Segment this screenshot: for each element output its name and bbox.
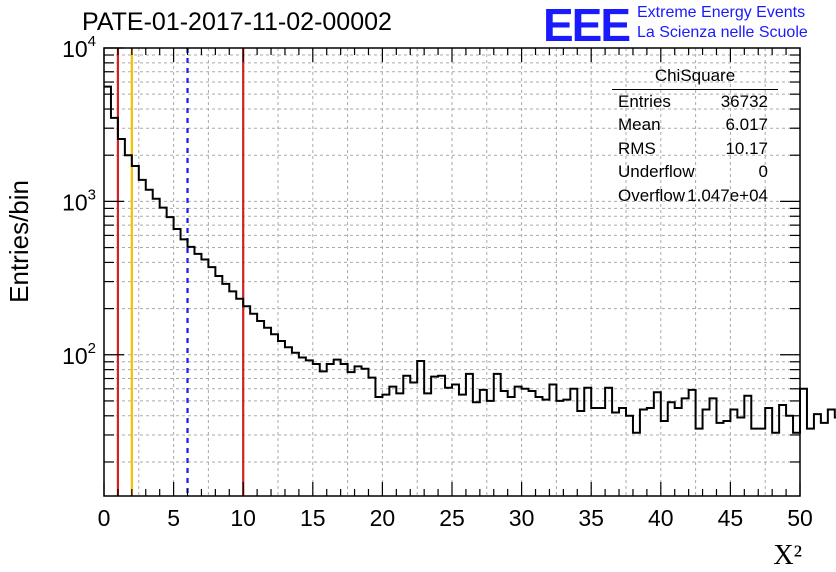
stats-row: RMS 10.17 [612, 137, 778, 160]
chart-title: PATE-01-2017-11-02-00002 [82, 8, 392, 36]
stats-value: 10.17 [725, 138, 768, 158]
x-tick-label: 40 [648, 505, 674, 531]
stats-row: Entries 36732 [612, 90, 778, 113]
x-tick-label: 10 [230, 505, 256, 531]
stats-value: 0 [758, 162, 768, 182]
axis-ticks [103, 47, 801, 496]
stats-value: 36732 [720, 92, 768, 111]
histogram-step-line [104, 85, 836, 434]
y-tick-label: 104 [62, 33, 96, 62]
x-tick-label: 35 [578, 505, 604, 531]
x-tick-label: 45 [718, 505, 744, 531]
y-tick-label: 103 [62, 186, 96, 215]
x-tick-label: 25 [439, 505, 465, 531]
axis-tick-labels: 0 5 10 15 20 25 30 35 40 45 50 102 103 104 [62, 33, 813, 531]
stats-box: ChiSquare Entries 36732 Mean 6.017 RMS 10.1… [612, 66, 778, 207]
x-tick-label: 15 [300, 505, 326, 531]
stats-label: Entries [618, 92, 671, 111]
x-axis-label: X² [773, 540, 802, 571]
stats-label: Underflow [618, 162, 695, 182]
y-tick-label: 102 [62, 340, 96, 369]
x-tick-label: 0 [98, 505, 111, 531]
threshold-lines [116, 48, 245, 496]
stats-value: 1.047e+04 [687, 185, 768, 205]
x-tick-label: 50 [787, 505, 813, 531]
logo-caption-line1: Extreme Energy Events [637, 4, 806, 21]
logo-caption-line2: La Scienza nelle Scuole [637, 24, 808, 41]
x-tick-label: 20 [370, 505, 396, 531]
stats-value: 6.017 [725, 115, 768, 135]
stats-title: ChiSquare [612, 66, 778, 90]
grid-lines [104, 48, 800, 496]
y-axis-label: Entries/bin [4, 180, 34, 303]
stats-row: Overflow 1.047e+04 [612, 184, 778, 207]
stats-label: Overflow [618, 185, 686, 205]
eee-logo: EEE [543, 0, 631, 51]
x-tick-label: 5 [167, 505, 180, 531]
x-tick-label: 30 [509, 505, 535, 531]
stats-label: Mean [618, 115, 661, 135]
stats-row: Mean 6.017 [612, 113, 778, 136]
stats-row: Underflow 0 [612, 160, 778, 183]
stats-label: RMS [618, 138, 656, 158]
